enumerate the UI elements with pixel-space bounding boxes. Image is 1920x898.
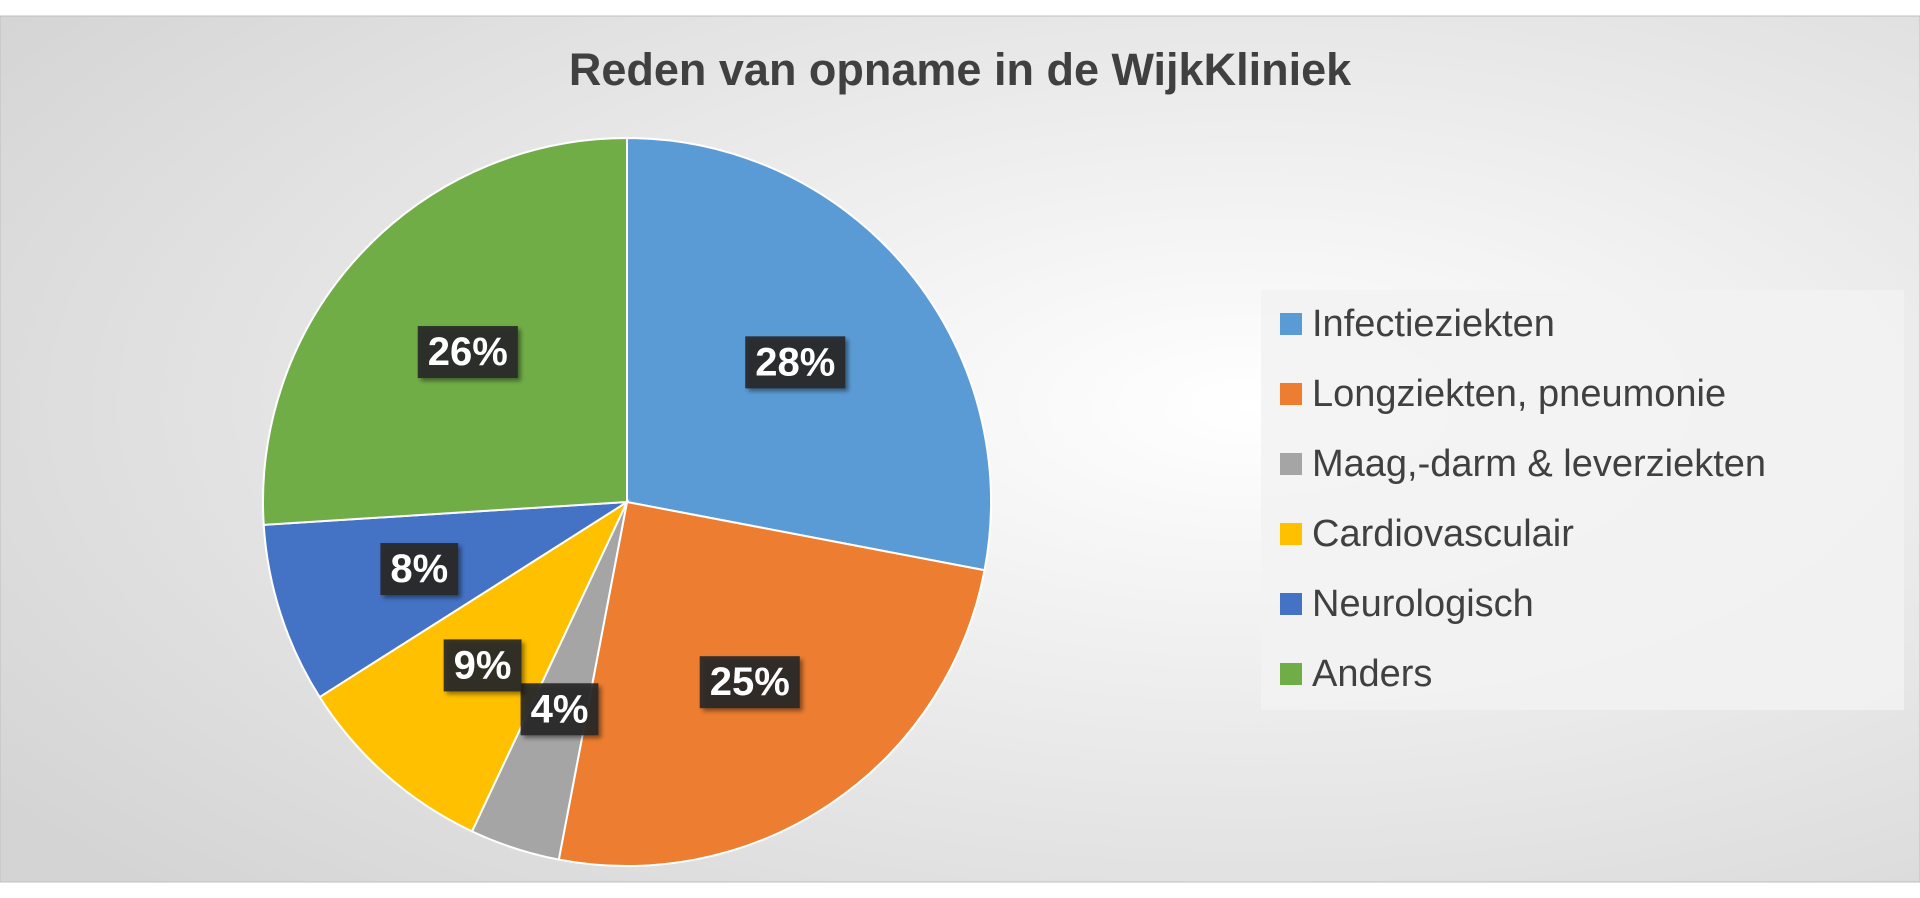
- data-label-text: 26%: [428, 330, 508, 374]
- legend-box: [1261, 290, 1904, 710]
- data-label: 26%: [417, 326, 518, 379]
- legend-swatch: [1280, 313, 1302, 335]
- chart-title: Reden van opname in de WijkKliniek: [569, 44, 1352, 95]
- data-label-text: 25%: [710, 660, 790, 704]
- data-label: 25%: [699, 656, 800, 709]
- data-label-box: [745, 336, 846, 389]
- legend-swatch: [1280, 453, 1302, 475]
- data-label-box: [520, 683, 599, 736]
- data-label-box: [443, 639, 522, 692]
- legend-label: Neurologisch: [1312, 583, 1534, 625]
- data-label: 9%: [443, 639, 522, 692]
- data-label: 8%: [380, 543, 459, 596]
- legend-swatch: [1280, 383, 1302, 405]
- data-label-text: 28%: [755, 340, 835, 384]
- legend-swatch: [1280, 523, 1302, 545]
- data-label-box: [417, 326, 518, 379]
- data-label-box: [380, 543, 459, 596]
- data-label-text: 9%: [454, 643, 512, 687]
- data-label: 4%: [520, 683, 599, 736]
- data-label: 28%: [745, 336, 846, 389]
- legend-swatch: [1280, 663, 1302, 685]
- data-label-box: [699, 656, 800, 709]
- data-label-text: 4%: [531, 687, 589, 731]
- data-label-text: 8%: [390, 547, 448, 591]
- legend-label: Maag,-darm & leverziekten: [1312, 443, 1766, 485]
- pie-slice: [262, 501, 628, 699]
- legend-swatch: [1280, 593, 1302, 615]
- legend-label: Infectieziekten: [1312, 303, 1555, 345]
- legend-label: Anders: [1312, 653, 1432, 695]
- legend-label: Cardiovasculair: [1312, 513, 1574, 555]
- legend-label: Longziekten, pneumonie: [1312, 373, 1726, 415]
